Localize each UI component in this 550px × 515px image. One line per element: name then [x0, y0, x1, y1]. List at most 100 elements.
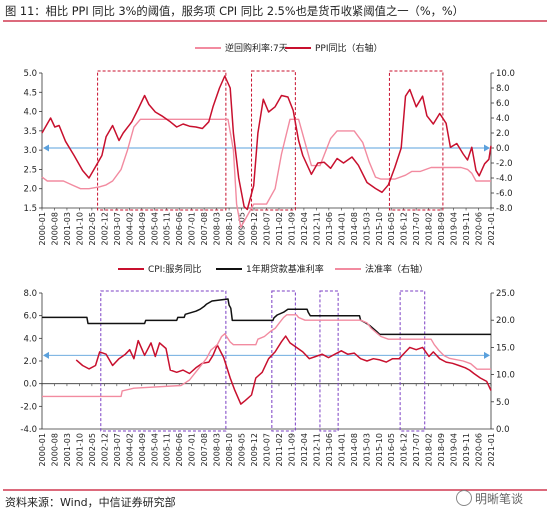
- bottom-x-tick-label: 2013-06: [325, 433, 334, 466]
- bottom-period-box: [319, 290, 339, 432]
- bottom-x-tick-label: 2016-05: [387, 433, 396, 466]
- bottom-left-tick-label: -4.0: [20, 425, 37, 435]
- bottom-x-tick-label: 2009-12: [250, 433, 259, 466]
- bottom-legend-label: 法准率（右轴）: [365, 263, 428, 275]
- top-x-tick-label: 2008-03: [213, 212, 222, 245]
- bottom-x-tick-label: 2015-10: [375, 433, 384, 466]
- bottom-x-tick-label: 2017-07: [412, 433, 421, 466]
- watermark-text: 明晰笔谈: [475, 492, 524, 506]
- top-x-tick-label: 2016-05: [387, 212, 396, 245]
- bottom-x-tick-label: 2012-11: [312, 433, 321, 466]
- top-chart: 1.5 2.0 2.5 3.0 3.5 4.0 4.5 5.0 -8.0 -6.0 -4.0 -2.0…: [23, 42, 514, 245]
- top-x-tick-label: 2006-06: [175, 212, 184, 245]
- top-x-tick-label: 2001-03: [63, 212, 72, 245]
- top-x-tick-label: 2016-12: [400, 212, 409, 245]
- top-x-tick-label: 2009-05: [238, 212, 247, 245]
- wechat-icon: [456, 490, 472, 506]
- top-x-tick-label: 2018-09: [437, 212, 446, 245]
- bottom-x-tick-label: 2004-09: [138, 433, 147, 466]
- bottom-left-tick-label: 6.0: [23, 312, 37, 322]
- bottom-left-tick-label: -2.0: [20, 402, 37, 412]
- bottom-legend-label: CPI:服务同比: [148, 263, 201, 275]
- top-left-tick-label: 3.0: [23, 146, 37, 156]
- top-period-box: [251, 70, 296, 211]
- top-left-tick-label: 4.0: [23, 108, 37, 118]
- top-threshold-arrow-left: [43, 144, 49, 152]
- top-right-tick-label: -2.0: [496, 159, 513, 169]
- top-x-tick-label: 2014-08: [350, 212, 359, 245]
- top-period-box: [97, 70, 227, 211]
- bottom-right-tick-label: 5.0: [496, 398, 510, 408]
- top-right-tick-label: 0.0: [496, 144, 510, 154]
- bottom-x-tick-label: 2015-03: [362, 433, 371, 466]
- bottom-x-tick-label: 2014-08: [350, 433, 359, 466]
- top-x-tick-label: 2013-06: [325, 212, 334, 245]
- bottom-x-tick-label: 2010-07: [263, 433, 272, 466]
- top-series-line-0: [41, 118, 491, 228]
- top-left-tick-label: 1.5: [23, 204, 37, 214]
- bottom-x-tick-label: 2019-04: [450, 433, 459, 466]
- top-x-tick-label: 2009-12: [250, 212, 259, 245]
- top-right-tick-label: 8.0: [496, 84, 510, 94]
- bottom-x-tick-label: 2007-01: [188, 433, 197, 466]
- top-x-tick-label: 2004-09: [138, 212, 147, 245]
- top-x-tick-label: 2004-02: [125, 212, 134, 245]
- bottom-x-tick-label: 2005-11: [163, 433, 172, 466]
- top-x-tick-label: 2005-04: [150, 212, 159, 245]
- top-x-tick-label: 2008-10: [225, 212, 234, 245]
- bottom-right-tick-label: 25.0: [496, 289, 515, 299]
- top-period-box: [388, 70, 444, 211]
- bottom-period-box: [399, 290, 426, 432]
- bottom-series-line-2: [42, 314, 491, 398]
- bottom-threshold-arrow-left: [43, 351, 49, 359]
- bottom-x-tick-label: 2009-05: [238, 433, 247, 466]
- top-right-tick-label: 10.0: [496, 69, 515, 79]
- bottom-x-tick-label: 2008-10: [225, 433, 234, 466]
- bottom-threshold-arrow-right: [484, 351, 490, 359]
- top-right-tick-label: -8.0: [496, 204, 513, 214]
- top-threshold-arrow-right: [484, 144, 490, 152]
- top-x-tick-label: 2018-02: [425, 212, 434, 245]
- bottom-period-box: [271, 290, 296, 432]
- top-x-tick-label: 2011-09: [287, 212, 296, 245]
- source-note: 资料来源：Wind，中信证券研究部: [5, 496, 176, 509]
- top-left-tick-label: 4.5: [23, 88, 37, 98]
- bottom-left-tick-label: 0.0: [23, 380, 37, 390]
- bottom-x-tick-label: 2011-02: [275, 433, 284, 466]
- bottom-period-box: [100, 290, 227, 432]
- bottom-x-tick-label: 2014-01: [337, 433, 346, 466]
- top-x-tick-label: 2019-11: [462, 212, 471, 245]
- bottom-left-tick-label: 4.0: [23, 334, 37, 344]
- bottom-x-tick-label: 2000-08: [50, 433, 59, 466]
- top-legend-label: PPI同比（右轴）: [315, 42, 383, 54]
- bottom-x-tick-label: 2006-06: [175, 433, 184, 466]
- bottom-series-line-0: [75, 335, 492, 405]
- top-x-tick-label: 2014-01: [337, 212, 346, 245]
- top-legend-label: 逆回购利率:7天: [225, 42, 288, 54]
- top-x-tick-label: 2012-11: [312, 212, 321, 245]
- bottom-x-tick-label: 2018-09: [437, 433, 446, 466]
- bottom-legend-label: 1年期贷款基准利率: [246, 263, 324, 275]
- bottom-left-tick-label: 2.0: [23, 357, 37, 367]
- top-x-tick-label: 2020-06: [475, 212, 484, 245]
- top-x-tick-label: 2002-12: [100, 212, 109, 245]
- bottom-x-tick-label: 2002-12: [100, 433, 109, 466]
- top-x-tick-label: 2017-07: [412, 212, 421, 245]
- bottom-right-tick-label: 10.0: [496, 371, 515, 381]
- top-right-tick-label: 2.0: [496, 129, 510, 139]
- bottom-x-tick-label: 2019-11: [462, 433, 471, 466]
- top-x-tick-label: 2001-10: [75, 212, 84, 245]
- top-x-tick-label: 2002-05: [88, 212, 97, 245]
- watermark: 明晰笔谈: [456, 490, 523, 507]
- bottom-x-tick-label: 2012-04: [300, 433, 309, 466]
- top-x-tick-label: 2007-01: [188, 212, 197, 245]
- bottom-right-tick-label: 0.0: [496, 425, 510, 435]
- top-right-tick-label: 4.0: [496, 114, 510, 124]
- top-right-tick-label: 6.0: [496, 99, 510, 109]
- bottom-x-tick-label: 2001-10: [75, 433, 84, 466]
- top-x-tick-label: 2012-04: [300, 212, 309, 245]
- bottom-x-tick-label: 2018-02: [425, 433, 434, 466]
- top-x-tick-label: 2019-04: [450, 212, 459, 245]
- top-x-tick-label: 2005-11: [163, 212, 172, 245]
